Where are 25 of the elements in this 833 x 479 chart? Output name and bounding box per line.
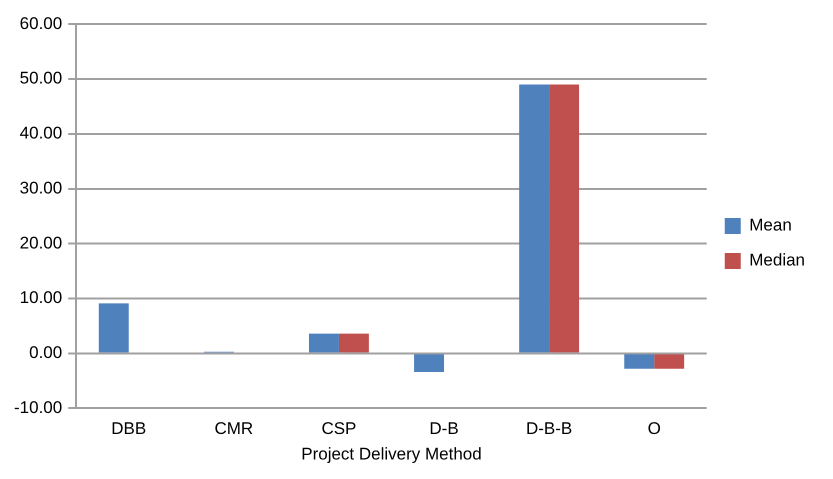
bar — [414, 354, 444, 372]
x-tick-label: O — [648, 419, 661, 438]
x-tick-label: DBB — [111, 419, 146, 438]
bar — [338, 334, 369, 352]
bar — [549, 84, 580, 352]
y-tick-label: 30.00 — [20, 178, 62, 198]
y-tick-label: 0.00 — [29, 343, 62, 362]
x-tick-label: D-B — [429, 419, 459, 438]
y-tick-label: 40.00 — [20, 124, 62, 143]
bar — [519, 84, 550, 352]
bar — [308, 334, 339, 352]
x-axis-title: Project Delivery Method — [301, 444, 482, 464]
y-tick-label: 10.00 — [20, 288, 62, 308]
bar — [98, 303, 129, 352]
x-tick-label: CSP — [321, 419, 356, 438]
bar — [624, 354, 654, 369]
x-tick-label: D-B-B — [526, 419, 572, 438]
y-tick-label: 60.00 — [20, 14, 62, 33]
bar — [654, 354, 684, 369]
x-tick-label: CMR — [214, 419, 254, 438]
y-tick-label: 20.00 — [20, 233, 62, 252]
legend-label: Mean — [749, 216, 792, 235]
legend-label: Median — [749, 250, 806, 270]
y-tick-label: -10.00 — [14, 398, 62, 417]
y-tick-label: 50.00 — [20, 68, 62, 88]
